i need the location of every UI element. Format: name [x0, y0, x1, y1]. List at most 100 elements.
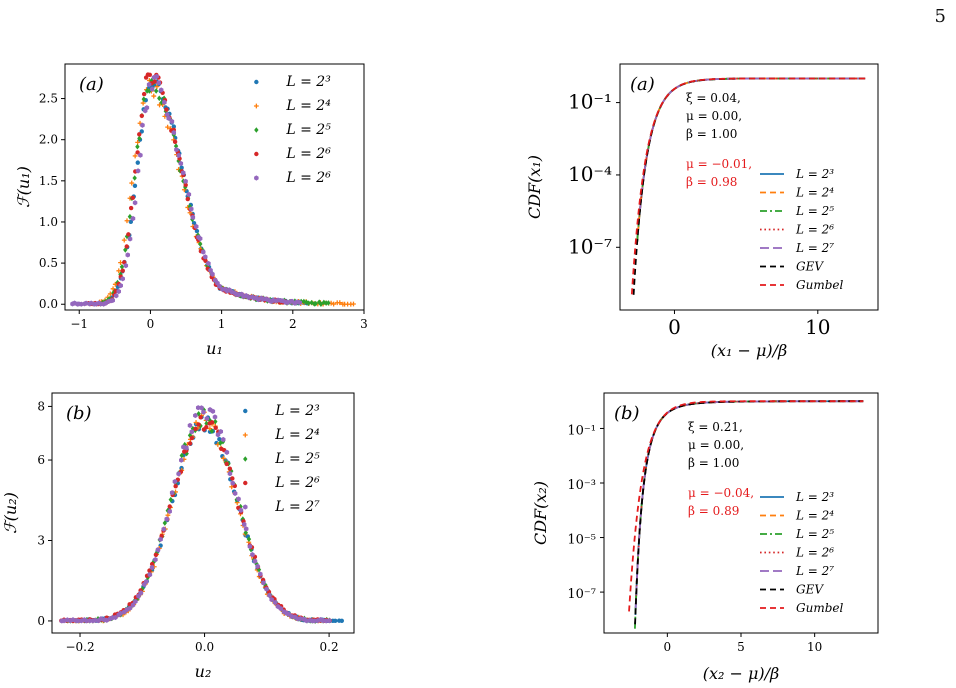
y-tick-label: 10⁻⁷: [568, 234, 612, 258]
data-point: [138, 590, 144, 596]
data-point: [183, 178, 188, 184]
data-point: [135, 160, 140, 165]
data-point: [236, 496, 241, 502]
legend-entry: L = 2⁵: [795, 527, 834, 541]
data-point: [178, 160, 184, 167]
data-point: [173, 484, 178, 489]
legend-marker: [242, 432, 248, 438]
series-line-l-2: [637, 77, 866, 225]
data-point: [326, 300, 331, 306]
data-point: [204, 420, 209, 427]
data-point: [157, 95, 162, 102]
legend-marker: [243, 480, 248, 486]
y-tick-label: 1.0: [39, 215, 58, 229]
data-point: [137, 132, 142, 137]
data-point: [169, 490, 175, 496]
data-point: [130, 602, 136, 608]
data-point: [162, 99, 167, 105]
data-point: [113, 614, 118, 621]
data-point: [127, 605, 133, 611]
data-point: [185, 196, 190, 202]
data-point: [243, 529, 248, 536]
data-point: [238, 507, 244, 513]
y-axis-label: CDF(x₂): [531, 481, 550, 545]
annotation-gumbel-params: β = 0.89: [688, 504, 739, 518]
legend: L = 2³ L = 2⁴ L = 2⁵ L = 2⁶ L = 2⁷ GEV Gumbel: [760, 167, 843, 292]
data-points: [59, 405, 345, 624]
data-points: [70, 72, 356, 307]
data-point: [118, 283, 123, 289]
data-point: [297, 299, 303, 306]
data-point: [182, 441, 187, 448]
y-tick-label: 10⁻¹: [567, 423, 596, 438]
data-point: [168, 496, 173, 503]
x-axis-label: (x₂ − μ)/β: [703, 664, 780, 683]
annotation-gev-params: β = 1.00: [686, 127, 737, 141]
data-point: [174, 147, 179, 153]
data-point: [151, 93, 157, 99]
y-tick-label: 0.5: [39, 256, 58, 270]
data-point: [146, 81, 152, 88]
x-tick-label: 5: [737, 640, 745, 654]
chart-top-left: −1 0 1 2 3 0.0 0.5 1.0 1.5 2.0 2.5 u₁ ℱ(u₁) (a) L = 2³…: [14, 63, 368, 358]
data-point: [110, 297, 115, 304]
data-point: [144, 579, 149, 585]
legend-entry: GEV: [796, 260, 824, 274]
data-point: [121, 237, 127, 243]
data-point: [132, 200, 138, 206]
legend-entry: L = 2³: [285, 74, 331, 90]
x-tick-label: 0.0: [195, 640, 214, 654]
data-point: [221, 455, 226, 461]
legend-entry: L = 2⁶: [285, 146, 331, 162]
data-point: [250, 552, 255, 558]
x-tick-label: 10: [805, 315, 830, 339]
data-point: [167, 504, 172, 509]
legend-marker: [253, 103, 259, 109]
data-point: [224, 461, 229, 467]
legend-entry: L = 2⁷: [274, 499, 320, 515]
data-point: [263, 582, 268, 588]
data-point: [155, 547, 161, 553]
data-point: [140, 100, 146, 106]
legend-marker: [254, 79, 259, 85]
data-point: [193, 412, 198, 419]
data-point: [126, 232, 131, 237]
y-tick-label: 1.5: [39, 174, 58, 188]
data-point: [180, 170, 186, 176]
curves: [628, 400, 864, 629]
legend-entry: L = 2⁷: [795, 241, 834, 255]
y-tick-label: 8: [37, 399, 45, 413]
data-point: [179, 452, 185, 459]
data-point: [125, 252, 131, 258]
data-point: [113, 293, 119, 299]
annotation-gev-params: μ = 0.00,: [688, 438, 744, 452]
data-point: [187, 422, 193, 429]
data-point: [207, 426, 213, 432]
data-point: [137, 135, 142, 142]
data-point: [217, 283, 222, 289]
page-number: 5: [934, 6, 946, 27]
data-point: [230, 480, 235, 486]
data-point: [119, 264, 125, 270]
data-point: [128, 205, 134, 211]
legend-marker: [243, 456, 248, 462]
x-tick-label: −1: [70, 317, 88, 331]
data-point: [246, 536, 252, 542]
x-tick-label: 0: [664, 640, 672, 654]
data-point: [124, 244, 129, 249]
data-point: [278, 606, 284, 612]
data-point: [227, 466, 233, 471]
data-point: [201, 249, 206, 255]
x-tick-label: 2: [289, 317, 297, 331]
x-tick-label: 0: [147, 317, 155, 331]
legend-entry: L = 2⁴: [795, 509, 834, 523]
data-point: [147, 572, 153, 578]
data-point: [75, 618, 81, 624]
legend-marker: [254, 151, 259, 157]
data-point: [104, 617, 109, 623]
panel-label: (a): [79, 74, 104, 95]
data-point: [215, 432, 221, 438]
legend-entry: L = 2⁷: [795, 564, 834, 578]
data-point: [264, 586, 269, 592]
data-point: [198, 415, 203, 420]
